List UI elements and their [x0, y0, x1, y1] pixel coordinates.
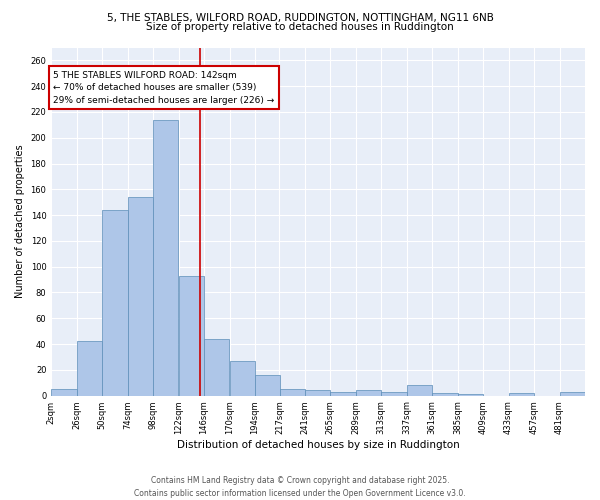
Bar — [77, 342, 102, 396]
Bar — [509, 393, 534, 396]
Bar — [407, 386, 432, 396]
Bar — [204, 339, 229, 396]
Bar — [52, 389, 77, 396]
Bar — [153, 120, 178, 396]
Text: 5, THE STABLES, WILFORD ROAD, RUDDINGTON, NOTTINGHAM, NG11 6NB: 5, THE STABLES, WILFORD ROAD, RUDDINGTON… — [107, 12, 493, 22]
Bar — [382, 392, 407, 396]
Bar — [255, 375, 280, 396]
Bar — [433, 393, 458, 396]
Bar — [560, 392, 585, 396]
Bar — [230, 361, 255, 396]
Bar — [331, 392, 356, 396]
Bar — [458, 394, 483, 396]
Bar — [305, 390, 330, 396]
Bar — [103, 210, 128, 396]
Y-axis label: Number of detached properties: Number of detached properties — [15, 144, 25, 298]
Text: Size of property relative to detached houses in Ruddington: Size of property relative to detached ho… — [146, 22, 454, 32]
X-axis label: Distribution of detached houses by size in Ruddington: Distribution of detached houses by size … — [177, 440, 460, 450]
Bar — [128, 197, 153, 396]
Bar — [179, 276, 204, 396]
Bar — [280, 389, 305, 396]
Bar — [356, 390, 381, 396]
Text: 5 THE STABLES WILFORD ROAD: 142sqm
← 70% of detached houses are smaller (539)
29: 5 THE STABLES WILFORD ROAD: 142sqm ← 70%… — [53, 70, 275, 104]
Text: Contains HM Land Registry data © Crown copyright and database right 2025.
Contai: Contains HM Land Registry data © Crown c… — [134, 476, 466, 498]
